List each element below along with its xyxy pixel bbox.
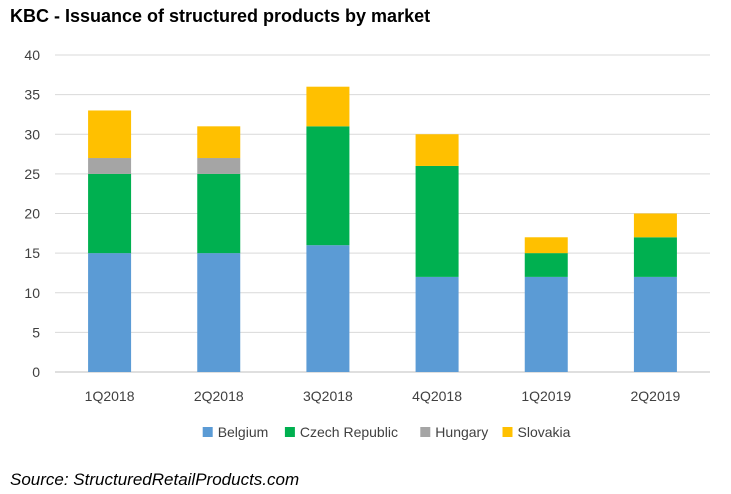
legend-label: Belgium — [218, 424, 269, 440]
bar-segment-czech-republic — [88, 173, 132, 254]
y-tick-label: 0 — [32, 364, 40, 380]
y-tick-label: 15 — [24, 245, 40, 261]
legend-swatch — [420, 427, 431, 437]
bar-segment-slovakia — [197, 126, 241, 159]
x-tick-label: 2Q2019 — [631, 388, 681, 404]
y-tick-label: 20 — [24, 206, 40, 222]
y-tick-label: 5 — [32, 324, 40, 340]
y-tick-label: 40 — [24, 47, 40, 63]
x-tick-label: 2Q2018 — [194, 388, 244, 404]
bar-segment-czech-republic — [524, 253, 568, 277]
x-tick-label: 4Q2018 — [412, 388, 462, 404]
x-tick-label: 1Q2019 — [521, 388, 571, 404]
bar-segment-czech-republic — [415, 165, 459, 277]
legend: Belgium Czech Republic Hungary Slovakia — [202, 424, 571, 440]
bar-segment-czech-republic — [633, 237, 677, 277]
legend-label: Hungary — [435, 424, 488, 440]
bar-segment-belgium — [633, 276, 677, 372]
bar-segment-slovakia — [633, 213, 677, 238]
y-axis-ticks: 0 5 10 15 20 25 30 35 40 — [24, 47, 40, 380]
bars — [88, 86, 677, 372]
y-tick-label: 35 — [24, 87, 40, 103]
bar-segment-slovakia — [306, 86, 350, 127]
bar-segment-belgium — [306, 245, 350, 372]
bar-segment-slovakia — [88, 110, 132, 159]
bar-segment-belgium — [197, 253, 241, 372]
legend-label: Czech Republic — [300, 424, 398, 440]
bar-segment-slovakia — [524, 237, 568, 254]
bar-segment-czech-republic — [197, 173, 241, 254]
x-tick-label: 3Q2018 — [303, 388, 353, 404]
y-tick-label: 25 — [24, 166, 40, 182]
bar-segment-czech-republic — [306, 126, 350, 246]
gridlines — [55, 54, 710, 373]
legend-swatch — [284, 427, 295, 437]
legend-swatch — [502, 427, 513, 437]
bar-segment-belgium — [88, 253, 132, 372]
bar-segment-belgium — [415, 276, 459, 372]
bar-segment-hungary — [88, 158, 132, 174]
bar-segment-hungary — [197, 158, 241, 174]
chart-title: KBC - Issuance of structured products by… — [10, 6, 431, 26]
y-tick-label: 10 — [24, 285, 40, 301]
x-axis-ticks: 1Q2018 2Q2018 3Q2018 4Q2018 1Q2019 2Q2019 — [85, 388, 681, 404]
bar-segment-belgium — [524, 276, 568, 372]
source-note: Source: StructuredRetailProducts.com — [10, 470, 300, 489]
legend-label: Slovakia — [518, 424, 571, 440]
bar-segment-slovakia — [415, 134, 459, 166]
x-tick-label: 1Q2018 — [85, 388, 135, 404]
legend-swatch — [202, 427, 213, 437]
y-tick-label: 30 — [24, 126, 40, 142]
